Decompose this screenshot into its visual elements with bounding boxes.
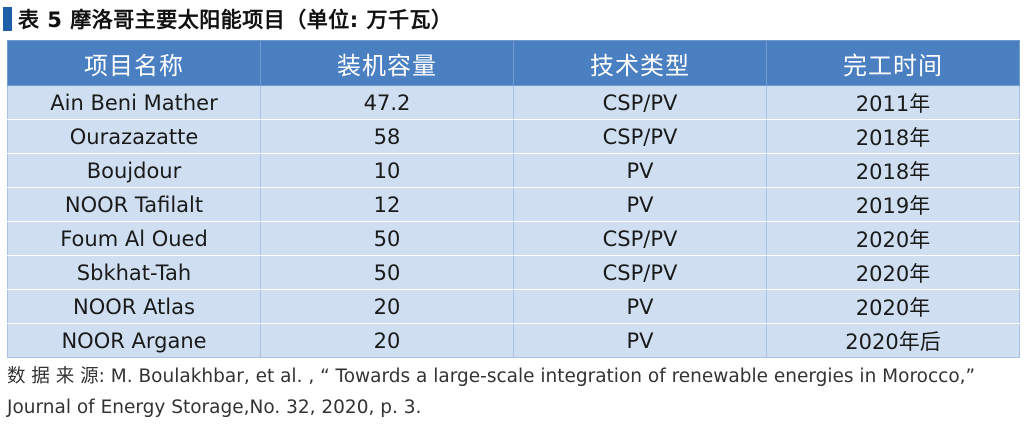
table-row: Boujdour 10 PV 2018年 [7,153,1020,188]
column-header-project-name: 项目名称 [7,40,261,86]
cell-project-name: Ain Beni Mather [7,85,261,120]
cell-capacity: 12 [260,187,514,222]
cell-capacity: 50 [260,221,514,256]
cell-completion: 2018年 [766,153,1020,188]
cell-project-name: NOOR Argane [7,323,261,358]
cell-completion: 2020年后 [766,323,1020,358]
cell-completion: 2018年 [766,119,1020,154]
cell-technology: CSP/PV [513,119,767,154]
cell-project-name: Foum Al Oued [7,221,261,256]
projects-table: 项目名称 装机容量 技术类型 完工时间 Ain Beni Mather 47.2… [7,40,1020,358]
column-header-completion: 完工时间 [766,40,1020,86]
cell-technology: CSP/PV [513,255,767,290]
cell-project-name: Ourazazatte [7,119,261,154]
cell-project-name: Boujdour [7,153,261,188]
cell-technology: PV [513,187,767,222]
table-row: Ourazazatte 58 CSP/PV 2018年 [7,119,1020,154]
cell-technology: CSP/PV [513,221,767,256]
cell-project-name: NOOR Atlas [7,289,261,324]
cell-capacity: 47.2 [260,85,514,120]
cell-capacity: 20 [260,323,514,358]
table-title: 表 5 摩洛哥主要太阳能项目（单位: 万千瓦） [18,8,453,32]
column-header-capacity: 装机容量 [260,40,514,86]
cell-project-name: NOOR Tafilalt [7,187,261,222]
cell-completion: 2011年 [766,85,1020,120]
table-row: Foum Al Oued 50 CSP/PV 2020年 [7,221,1020,256]
table-row: NOOR Tafilalt 12 PV 2019年 [7,187,1020,222]
cell-completion: 2020年 [766,255,1020,290]
cell-completion: 2020年 [766,221,1020,256]
table-row: NOOR Atlas 20 PV 2020年 [7,289,1020,324]
table-row: Ain Beni Mather 47.2 CSP/PV 2011年 [7,85,1020,120]
table-caption: 表 5 摩洛哥主要太阳能项目（单位: 万千瓦） [3,4,452,34]
column-header-technology: 技术类型 [513,40,767,86]
cell-technology: PV [513,289,767,324]
cell-project-name: Sbkhat-Tah [7,255,261,290]
cell-capacity: 20 [260,289,514,324]
cell-capacity: 50 [260,255,514,290]
source-note: 数 据 来 源: M. Boulakhbar, et al. , “ Towar… [7,366,976,418]
cell-technology: PV [513,153,767,188]
cell-completion: 2020年 [766,289,1020,324]
caption-marker [3,7,12,31]
cell-technology: PV [513,323,767,358]
cell-capacity: 58 [260,119,514,154]
cell-technology: CSP/PV [513,85,767,120]
cell-completion: 2019年 [766,187,1020,222]
table-row: Sbkhat-Tah 50 CSP/PV 2020年 [7,255,1020,290]
table-row: NOOR Argane 20 PV 2020年后 [7,323,1020,358]
header-row: 项目名称 装机容量 技术类型 完工时间 [7,40,1020,86]
cell-capacity: 10 [260,153,514,188]
